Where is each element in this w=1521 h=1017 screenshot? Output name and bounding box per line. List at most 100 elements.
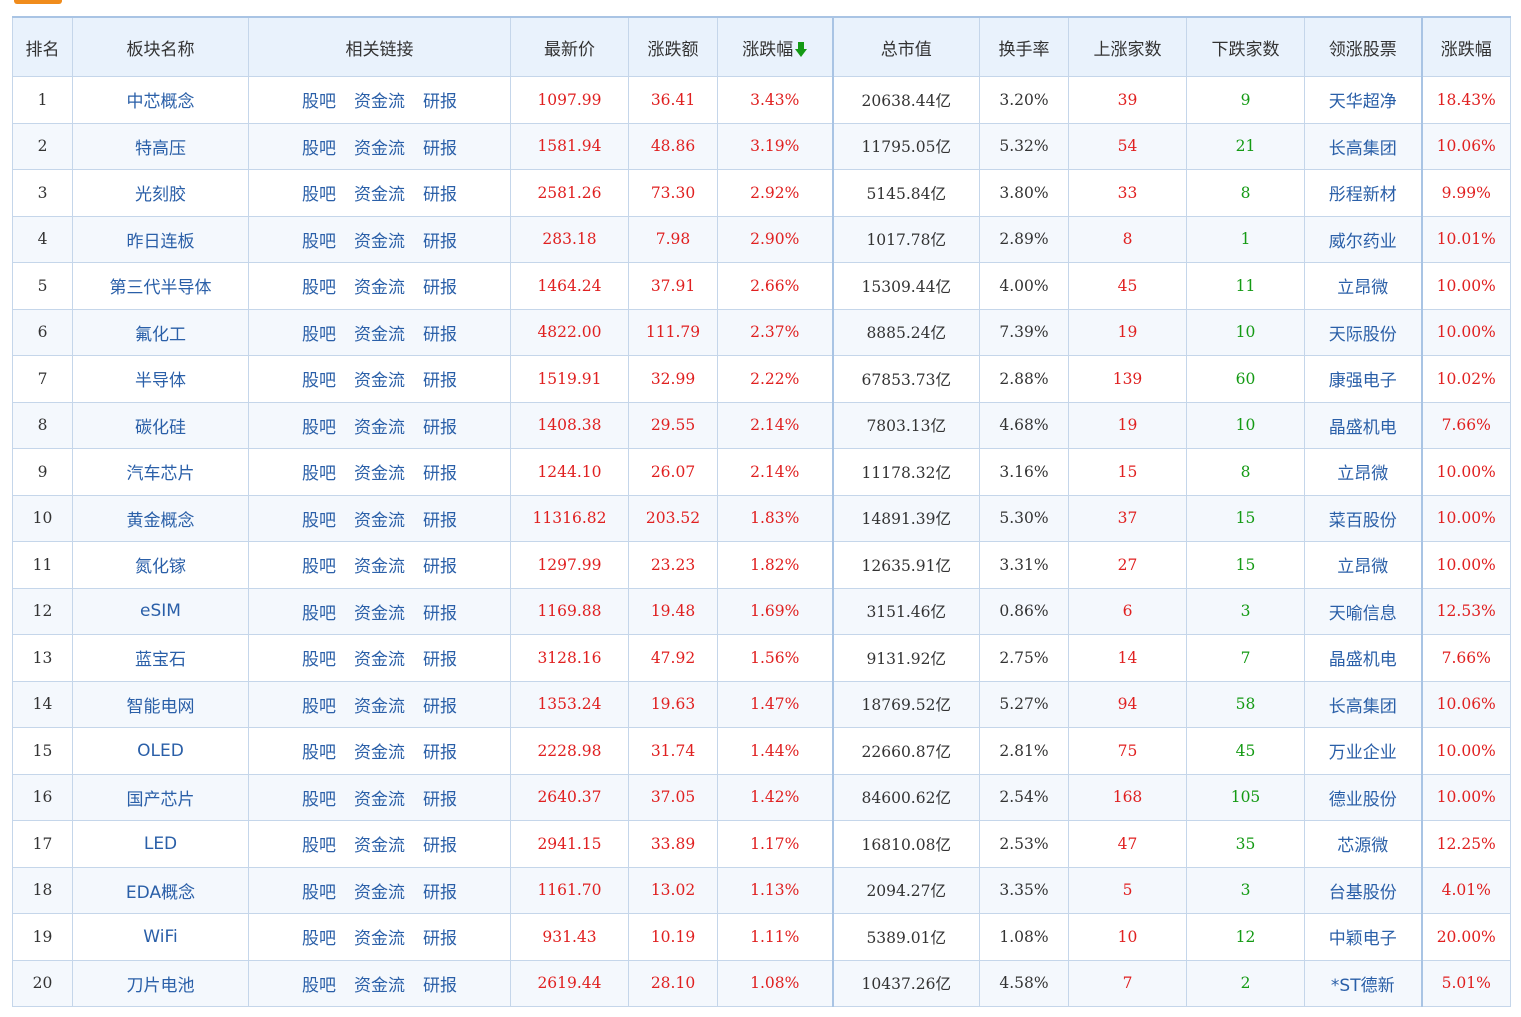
leader-stock-link[interactable]: 台基股份: [1328, 882, 1397, 903]
research-report-link[interactable]: 研报: [423, 975, 457, 996]
col-latest-price[interactable]: 最新价: [510, 16, 629, 77]
sector-name-link[interactable]: 黄金概念: [126, 510, 195, 531]
fund-flow-link[interactable]: 资金流: [354, 743, 405, 764]
sector-name-link[interactable]: 汽车芯片: [126, 464, 195, 485]
sector-name-link[interactable]: WiFi: [143, 926, 178, 947]
sector-name-link[interactable]: 半导体: [135, 371, 186, 392]
col-market-cap[interactable]: 总市值: [831, 16, 980, 77]
leader-stock-link[interactable]: 芯源微: [1337, 836, 1389, 857]
leader-stock-link[interactable]: 立昂微: [1337, 278, 1389, 299]
leader-stock-link[interactable]: 晶盛机电: [1328, 650, 1397, 671]
leader-stock-link[interactable]: 中颖电子: [1328, 929, 1397, 950]
guba-link[interactable]: 股吧: [302, 696, 336, 717]
col-turnover[interactable]: 换手率: [979, 16, 1069, 77]
sector-name-link[interactable]: EDA概念: [125, 882, 196, 903]
research-report-link[interactable]: 研报: [423, 510, 457, 531]
leader-stock-link[interactable]: *ST德新: [1330, 975, 1395, 996]
col-change[interactable]: 涨跌额: [628, 16, 718, 77]
research-report-link[interactable]: 研报: [423, 696, 457, 717]
sector-name-link[interactable]: 特高压: [135, 138, 186, 159]
sector-name-link[interactable]: 蓝宝石: [135, 650, 186, 671]
leader-stock-link[interactable]: 天喻信息: [1328, 603, 1397, 624]
fund-flow-link[interactable]: 资金流: [354, 324, 405, 345]
fund-flow-link[interactable]: 资金流: [354, 929, 405, 950]
guba-link[interactable]: 股吧: [302, 650, 336, 671]
sector-name-link[interactable]: 氟化工: [135, 324, 186, 345]
research-report-link[interactable]: 研报: [423, 650, 457, 671]
leader-stock-link[interactable]: 威尔药业: [1328, 231, 1397, 252]
sector-name-link[interactable]: 光刻胶: [135, 185, 186, 206]
research-report-link[interactable]: 研报: [423, 882, 457, 903]
fund-flow-link[interactable]: 资金流: [354, 789, 405, 810]
research-report-link[interactable]: 研报: [423, 464, 457, 485]
research-report-link[interactable]: 研报: [423, 185, 457, 206]
guba-link[interactable]: 股吧: [302, 603, 336, 624]
leader-stock-link[interactable]: 康强电子: [1328, 371, 1397, 392]
fund-flow-link[interactable]: 资金流: [354, 975, 405, 996]
col-change-pct[interactable]: 涨跌幅: [717, 16, 833, 77]
guba-link[interactable]: 股吧: [302, 743, 336, 764]
leader-stock-link[interactable]: 彤程新材: [1328, 185, 1397, 206]
research-report-link[interactable]: 研报: [423, 138, 457, 159]
research-report-link[interactable]: 研报: [423, 557, 457, 578]
sector-name-link[interactable]: OLED: [137, 740, 184, 761]
guba-link[interactable]: 股吧: [302, 836, 336, 857]
guba-link[interactable]: 股吧: [302, 789, 336, 810]
sector-name-link[interactable]: 国产芯片: [126, 789, 195, 810]
leader-stock-link[interactable]: 立昂微: [1337, 464, 1389, 485]
fund-flow-link[interactable]: 资金流: [354, 138, 405, 159]
leader-stock-link[interactable]: 天华超净: [1328, 92, 1397, 113]
guba-link[interactable]: 股吧: [302, 185, 336, 206]
col-rank[interactable]: 排名: [12, 16, 73, 77]
research-report-link[interactable]: 研报: [423, 371, 457, 392]
col-sector-name[interactable]: 板块名称: [72, 16, 249, 77]
sector-name-link[interactable]: 氮化镓: [135, 557, 186, 578]
sector-name-link[interactable]: 第三代半导体: [109, 278, 212, 299]
sector-name-link[interactable]: 中芯概念: [126, 92, 195, 113]
col-up-count[interactable]: 上涨家数: [1068, 16, 1187, 77]
fund-flow-link[interactable]: 资金流: [354, 417, 405, 438]
fund-flow-link[interactable]: 资金流: [354, 882, 405, 903]
fund-flow-link[interactable]: 资金流: [354, 464, 405, 485]
leader-stock-link[interactable]: 晶盛机电: [1328, 417, 1397, 438]
research-report-link[interactable]: 研报: [423, 836, 457, 857]
guba-link[interactable]: 股吧: [302, 324, 336, 345]
research-report-link[interactable]: 研报: [423, 92, 457, 113]
sector-name-link[interactable]: eSIM: [140, 601, 181, 622]
fund-flow-link[interactable]: 资金流: [354, 92, 405, 113]
fund-flow-link[interactable]: 资金流: [354, 510, 405, 531]
research-report-link[interactable]: 研报: [423, 417, 457, 438]
fund-flow-link[interactable]: 资金流: [354, 650, 405, 671]
sector-name-link[interactable]: 智能电网: [126, 696, 195, 717]
active-tab-indicator[interactable]: [14, 0, 62, 4]
sector-name-link[interactable]: LED: [143, 833, 178, 854]
research-report-link[interactable]: 研报: [423, 278, 457, 299]
research-report-link[interactable]: 研报: [423, 324, 457, 345]
fund-flow-link[interactable]: 资金流: [354, 371, 405, 392]
guba-link[interactable]: 股吧: [302, 278, 336, 299]
guba-link[interactable]: 股吧: [302, 231, 336, 252]
fund-flow-link[interactable]: 资金流: [354, 836, 405, 857]
fund-flow-link[interactable]: 资金流: [354, 557, 405, 578]
col-leader-change-pct[interactable]: 涨跌幅: [1420, 16, 1511, 77]
guba-link[interactable]: 股吧: [302, 464, 336, 485]
guba-link[interactable]: 股吧: [302, 92, 336, 113]
leader-stock-link[interactable]: 万业企业: [1328, 743, 1397, 764]
leader-stock-link[interactable]: 长高集团: [1328, 696, 1397, 717]
fund-flow-link[interactable]: 资金流: [354, 603, 405, 624]
guba-link[interactable]: 股吧: [302, 929, 336, 950]
leader-stock-link[interactable]: 德业股份: [1328, 789, 1397, 810]
guba-link[interactable]: 股吧: [302, 557, 336, 578]
col-down-count[interactable]: 下跌家数: [1186, 16, 1305, 77]
guba-link[interactable]: 股吧: [302, 975, 336, 996]
fund-flow-link[interactable]: 资金流: [354, 185, 405, 206]
leader-stock-link[interactable]: 菜百股份: [1328, 510, 1397, 531]
sector-name-link[interactable]: 昨日连板: [126, 231, 195, 252]
sector-name-link[interactable]: 碳化硅: [135, 417, 186, 438]
sector-name-link[interactable]: 刀片电池: [126, 975, 195, 996]
guba-link[interactable]: 股吧: [302, 417, 336, 438]
guba-link[interactable]: 股吧: [302, 882, 336, 903]
research-report-link[interactable]: 研报: [423, 603, 457, 624]
guba-link[interactable]: 股吧: [302, 371, 336, 392]
leader-stock-link[interactable]: 立昂微: [1337, 557, 1389, 578]
